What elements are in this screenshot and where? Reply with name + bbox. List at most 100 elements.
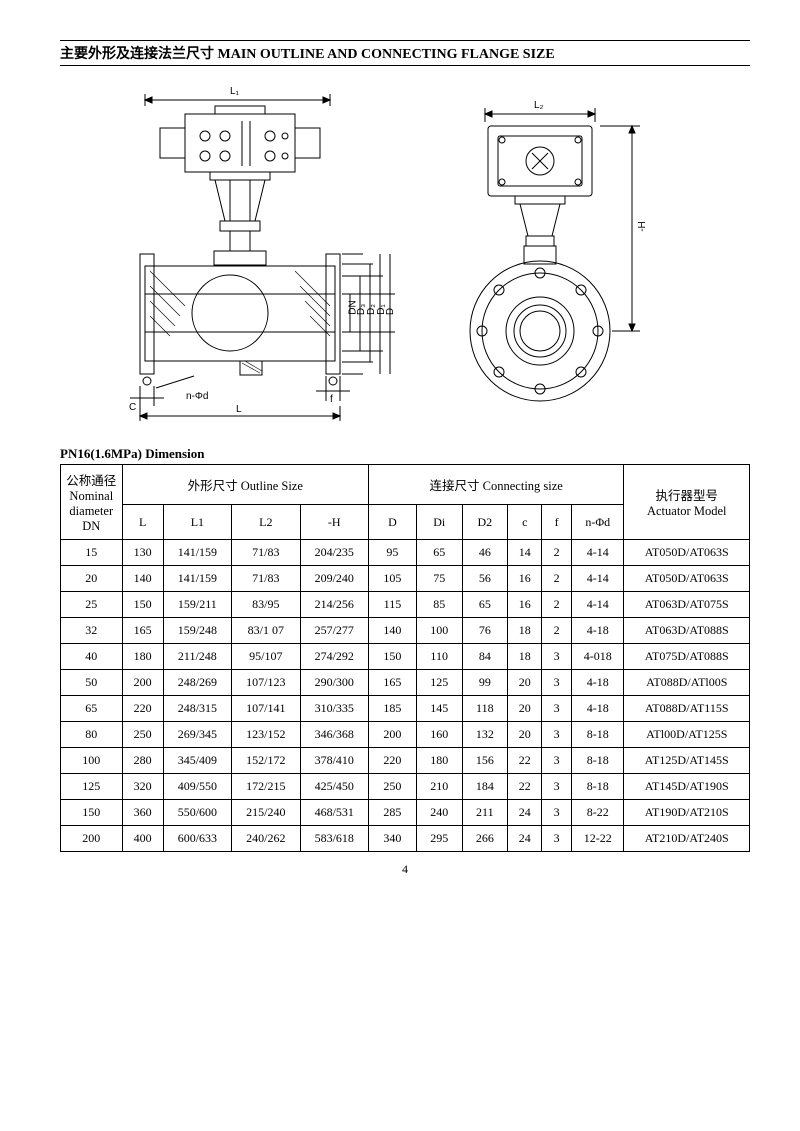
table-cell: 185 xyxy=(368,696,416,722)
table-cell: ATl00D/AT125S xyxy=(624,722,750,748)
table-cell: 600/633 xyxy=(163,826,231,852)
table-cell: 22 xyxy=(508,774,542,800)
table-row: 80250269/345123/152346/3682001601322038-… xyxy=(61,722,750,748)
table-cell: 280 xyxy=(122,748,163,774)
table-cell: 468/531 xyxy=(300,800,368,826)
table-cell: 99 xyxy=(462,670,508,696)
col-actuator: 执行器型号Actuator Model xyxy=(624,465,750,540)
table-row: 200400600/633240/262583/6183402952662431… xyxy=(61,826,750,852)
table-cell: AT050D/AT063S xyxy=(624,540,750,566)
table-cell: 8-18 xyxy=(572,774,624,800)
table-cell: 209/240 xyxy=(300,566,368,592)
table-cell: 290/300 xyxy=(300,670,368,696)
table-cell: 4-018 xyxy=(572,644,624,670)
table-cell: AT190D/AT210S xyxy=(624,800,750,826)
table-cell: 409/550 xyxy=(163,774,231,800)
table-cell: 165 xyxy=(368,670,416,696)
label-nphid: n-Φd xyxy=(186,391,208,402)
table-row: 15130141/15971/83204/2359565461424-14AT0… xyxy=(61,540,750,566)
table-cell: 3 xyxy=(542,774,572,800)
table-cell: 583/618 xyxy=(300,826,368,852)
col-header: c xyxy=(508,505,542,540)
table-cell: 8-18 xyxy=(572,748,624,774)
table-cell: 140 xyxy=(368,618,416,644)
table-cell: 16 xyxy=(508,592,542,618)
table-cell: 345/409 xyxy=(163,748,231,774)
table-cell: 4-18 xyxy=(572,670,624,696)
label-f: f xyxy=(330,394,333,405)
table-cell: 2 xyxy=(542,618,572,644)
table-row: 125320409/550172/215425/4502502101842238… xyxy=(61,774,750,800)
table-cell: AT088D/AT115S xyxy=(624,696,750,722)
table-cell: 159/248 xyxy=(163,618,231,644)
label-l2: L₂ xyxy=(534,100,543,111)
table-cell: 320 xyxy=(122,774,163,800)
table-cell: 40 xyxy=(61,644,123,670)
table-cell: 8-18 xyxy=(572,722,624,748)
table-cell: 172/215 xyxy=(232,774,300,800)
table-cell: AT125D/AT145S xyxy=(624,748,750,774)
table-cell: 3 xyxy=(542,696,572,722)
colgroup-connecting: 连接尺寸 Connecting size xyxy=(368,465,624,505)
table-cell: 95 xyxy=(368,540,416,566)
table-cell: 360 xyxy=(122,800,163,826)
table-cell: 20 xyxy=(508,696,542,722)
col-header: -H xyxy=(300,505,368,540)
diagram-side-view: L₂ -H xyxy=(430,96,660,416)
table-cell: 141/159 xyxy=(163,566,231,592)
table-cell: AT088D/ATl00S xyxy=(624,670,750,696)
table-cell: 46 xyxy=(462,540,508,566)
label-c: C xyxy=(129,402,136,413)
table-cell: 107/123 xyxy=(232,670,300,696)
table-cell: 214/256 xyxy=(300,592,368,618)
table-cell: 18 xyxy=(508,618,542,644)
table-cell: 425/450 xyxy=(300,774,368,800)
table-cell: 248/315 xyxy=(163,696,231,722)
table-row: 65220248/315107/141310/3351851451182034-… xyxy=(61,696,750,722)
table-cell: 12-22 xyxy=(572,826,624,852)
table-cell: 180 xyxy=(416,748,462,774)
page-title: 主要外形及连接法兰尺寸 MAIN OUTLINE AND CONNECTING … xyxy=(60,40,750,66)
table-cell: 132 xyxy=(462,722,508,748)
table-cell: 250 xyxy=(368,774,416,800)
table-cell: 130 xyxy=(122,540,163,566)
table-subheading: PN16(1.6MPa) Dimension xyxy=(60,446,750,462)
table-row: 40180211/24895/107274/292150110841834-01… xyxy=(61,644,750,670)
table-cell: 2 xyxy=(542,592,572,618)
table-cell: 84 xyxy=(462,644,508,670)
table-cell: 200 xyxy=(368,722,416,748)
table-cell: 107/141 xyxy=(232,696,300,722)
table-cell: 240 xyxy=(416,800,462,826)
table-cell: 4-18 xyxy=(572,618,624,644)
table-cell: AT063D/AT088S xyxy=(624,618,750,644)
table-cell: 100 xyxy=(61,748,123,774)
table-cell: 340 xyxy=(368,826,416,852)
table-row: 150360550/600215/240468/5312852402112438… xyxy=(61,800,750,826)
table-cell: 118 xyxy=(462,696,508,722)
table-cell: 83/1 07 xyxy=(232,618,300,644)
table-cell: 378/410 xyxy=(300,748,368,774)
table-cell: 210 xyxy=(416,774,462,800)
table-cell: 75 xyxy=(416,566,462,592)
table-cell: 250 xyxy=(122,722,163,748)
table-cell: 140 xyxy=(122,566,163,592)
table-cell: 150 xyxy=(61,800,123,826)
table-cell: 285 xyxy=(368,800,416,826)
table-cell: AT050D/AT063S xyxy=(624,566,750,592)
table-cell: 76 xyxy=(462,618,508,644)
table-cell: 20 xyxy=(508,722,542,748)
table-cell: 4-14 xyxy=(572,566,624,592)
table-cell: 71/83 xyxy=(232,566,300,592)
table-cell: 3 xyxy=(542,722,572,748)
table-cell: 50 xyxy=(61,670,123,696)
label-h: -H xyxy=(637,221,648,232)
figures-container: L₁ DN D₃ D₂ D₁ D C n-Φd f L xyxy=(90,76,750,426)
table-cell: 145 xyxy=(416,696,462,722)
table-cell: 141/159 xyxy=(163,540,231,566)
col-header: L2 xyxy=(232,505,300,540)
table-cell: AT210D/AT240S xyxy=(624,826,750,852)
table-cell: 257/277 xyxy=(300,618,368,644)
dimension-table: 公称通径NominaldiameterDN 外形尺寸 Outline Size … xyxy=(60,464,750,852)
table-cell: 159/211 xyxy=(163,592,231,618)
table-cell: 152/172 xyxy=(232,748,300,774)
